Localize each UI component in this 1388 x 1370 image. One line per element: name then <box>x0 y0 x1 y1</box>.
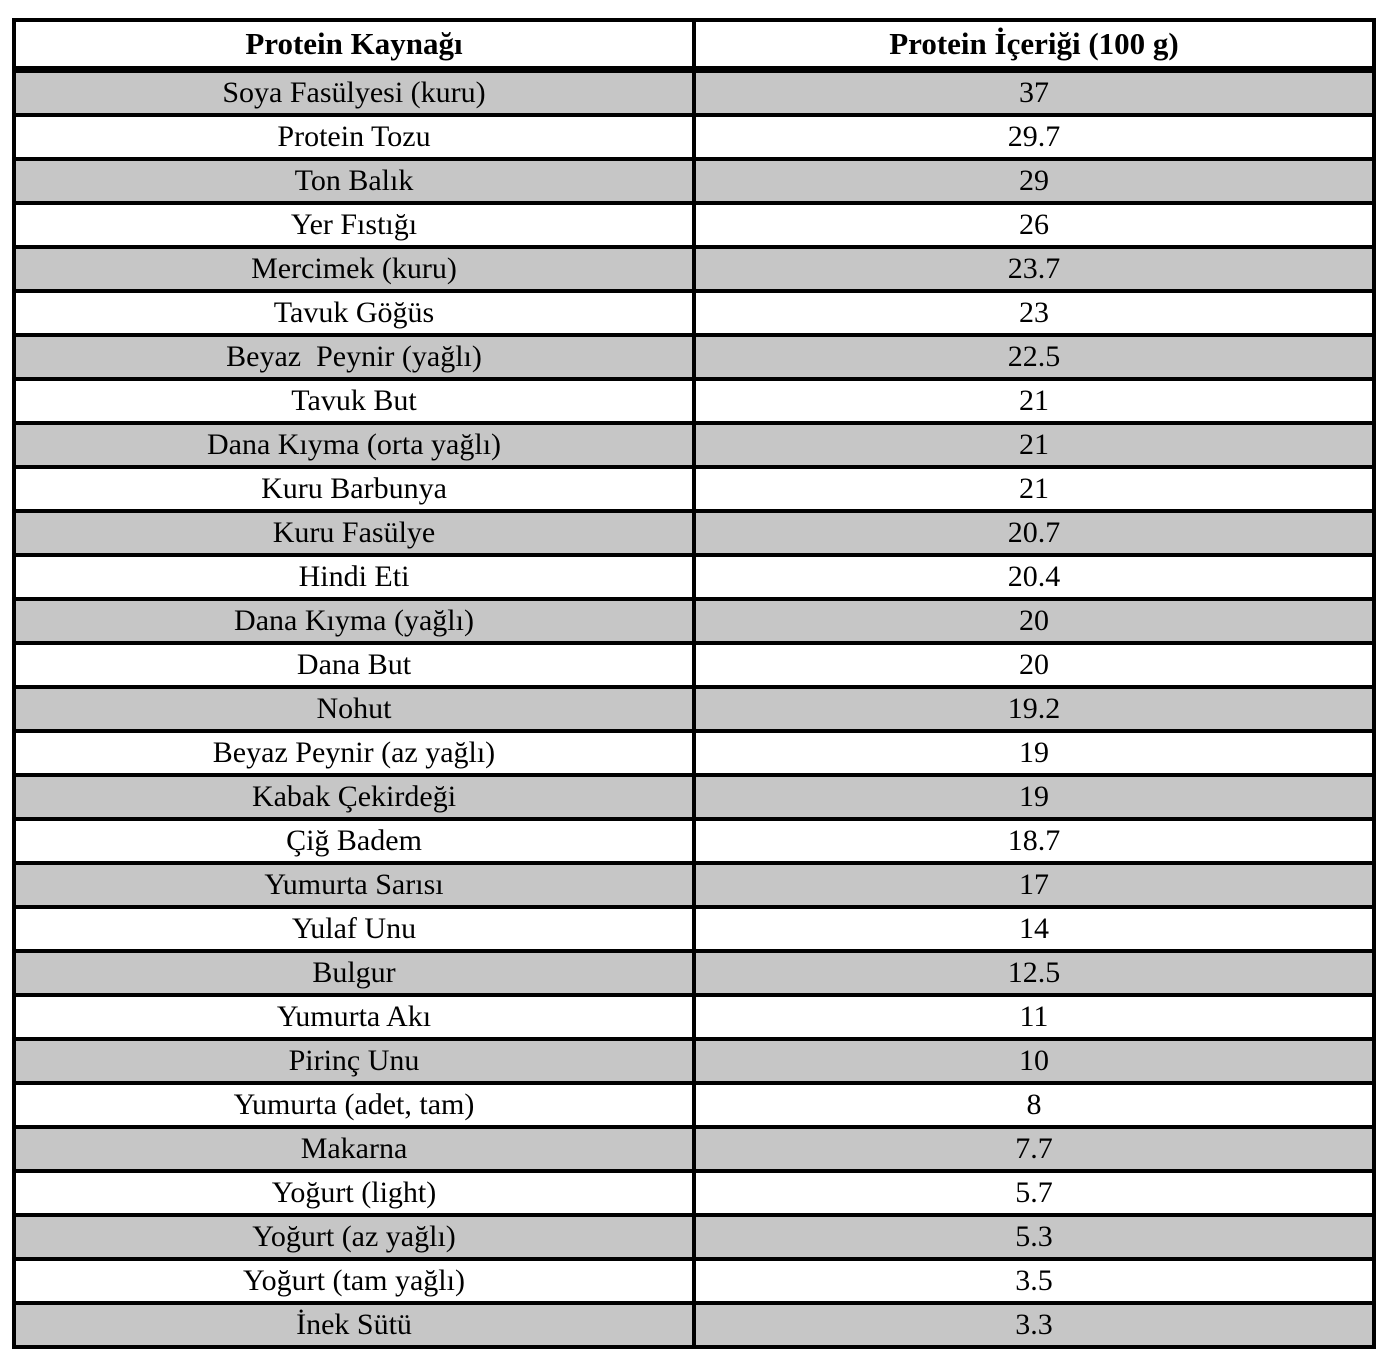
protein-content-cell: 23 <box>692 289 1376 337</box>
protein-content-cell: 23.7 <box>692 245 1376 293</box>
protein-content-cell: 21 <box>692 421 1376 469</box>
table-row: Yumurta (adet, tam) 8 <box>12 1081 1376 1129</box>
table-row: Yumurta Sarısı 17 <box>12 861 1376 909</box>
protein-content-cell: 12.5 <box>692 949 1376 997</box>
protein-source-cell: Kuru Fasülye <box>12 509 696 557</box>
protein-source-cell: Tavuk Göğüs <box>12 289 696 337</box>
table-row: İnek Sütü 3.3 <box>12 1301 1376 1349</box>
table-row: Soya Fasülyesi (kuru) 37 <box>12 67 1376 117</box>
table-row: Tavuk Göğüs 23 <box>12 289 1376 337</box>
protein-source-cell: Yulaf Unu <box>12 905 696 953</box>
protein-content-cell: 5.3 <box>692 1213 1376 1261</box>
protein-source-cell: Soya Fasülyesi (kuru) <box>12 67 696 117</box>
protein-source-cell: Yumurta Akı <box>12 993 696 1041</box>
protein-source-cell: Yoğurt (tam yağlı) <box>12 1257 696 1305</box>
protein-content-cell: 3.5 <box>692 1257 1376 1305</box>
protein-content-cell: 22.5 <box>692 333 1376 381</box>
protein-content-cell: 8 <box>692 1081 1376 1129</box>
protein-source-cell: Bulgur <box>12 949 696 997</box>
protein-source-cell: Yumurta (adet, tam) <box>12 1081 696 1129</box>
protein-source-cell: Yer Fıstığı <box>12 201 696 249</box>
table-header: Protein Kaynağı Protein İçeriği (100 g) <box>12 18 1376 73</box>
column-header-protein-source: Protein Kaynağı <box>12 18 696 73</box>
table-row: Çiğ Badem 18.7 <box>12 817 1376 865</box>
protein-content-cell: 10 <box>692 1037 1376 1085</box>
table-row: Yoğurt (tam yağlı) 3.5 <box>12 1257 1376 1305</box>
protein-content-cell: 20 <box>692 597 1376 645</box>
table-row: Tavuk But 21 <box>12 377 1376 425</box>
table-row: Dana Kıyma (yağlı) 20 <box>12 597 1376 645</box>
protein-source-cell: Ton Balık <box>12 157 696 205</box>
protein-source-cell: Dana Kıyma (orta yağlı) <box>12 421 696 469</box>
table-row: Beyaz Peynir (az yağlı) 19 <box>12 729 1376 777</box>
protein-source-cell: Hindi Eti <box>12 553 696 601</box>
protein-content-cell: 17 <box>692 861 1376 909</box>
protein-content-cell: 18.7 <box>692 817 1376 865</box>
table-row: Bulgur 12.5 <box>12 949 1376 997</box>
table-row: Yoğurt (az yağlı) 5.3 <box>12 1213 1376 1261</box>
protein-content-cell: 29 <box>692 157 1376 205</box>
table-row: Dana Kıyma (orta yağlı) 21 <box>12 421 1376 469</box>
protein-content-cell: 20.4 <box>692 553 1376 601</box>
protein-content-cell: 20.7 <box>692 509 1376 557</box>
protein-table: Protein Kaynağı Protein İçeriği (100 g) … <box>12 18 1376 1349</box>
table-row: Yumurta Akı 11 <box>12 993 1376 1041</box>
protein-source-cell: Makarna <box>12 1125 696 1173</box>
protein-source-cell: Dana But <box>12 641 696 689</box>
table-row: Ton Balık 29 <box>12 157 1376 205</box>
protein-content-cell: 14 <box>692 905 1376 953</box>
table-row: Kabak Çekirdeği 19 <box>12 773 1376 821</box>
protein-source-cell: Mercimek (kuru) <box>12 245 696 293</box>
protein-content-cell: 20 <box>692 641 1376 689</box>
table-row: Makarna 7.7 <box>12 1125 1376 1173</box>
protein-source-cell: Yoğurt (light) <box>12 1169 696 1217</box>
table-row: Kuru Fasülye 20.7 <box>12 509 1376 557</box>
column-header-protein-content: Protein İçeriği (100 g) <box>692 18 1376 73</box>
protein-content-cell: 7.7 <box>692 1125 1376 1173</box>
protein-source-cell: Beyaz Peynir (yağlı) <box>12 333 696 381</box>
protein-content-cell: 37 <box>692 67 1376 117</box>
protein-source-cell: Yoğurt (az yağlı) <box>12 1213 696 1261</box>
table-body: Soya Fasülyesi (kuru) 37 Protein Tozu 29.7 T… <box>12 67 1376 1349</box>
protein-source-cell: Tavuk But <box>12 377 696 425</box>
protein-source-cell: Protein Tozu <box>12 113 696 161</box>
protein-content-cell: 29.7 <box>692 113 1376 161</box>
table-row: Beyaz Peynir (yağlı) 22.5 <box>12 333 1376 381</box>
protein-source-cell: İnek Sütü <box>12 1301 696 1349</box>
table-row: Kuru Barbunya 21 <box>12 465 1376 513</box>
protein-content-cell: 19 <box>692 729 1376 777</box>
table-row: Pirinç Unu 10 <box>12 1037 1376 1085</box>
protein-content-cell: 11 <box>692 993 1376 1041</box>
protein-content-cell: 21 <box>692 377 1376 425</box>
table-row: Dana But 20 <box>12 641 1376 689</box>
table-row: Protein Tozu 29.7 <box>12 113 1376 161</box>
table-row: Nohut 19.2 <box>12 685 1376 733</box>
table-row: Mercimek (kuru) 23.7 <box>12 245 1376 293</box>
protein-source-cell: Pirinç Unu <box>12 1037 696 1085</box>
protein-content-cell: 19 <box>692 773 1376 821</box>
table-row: Yer Fıstığı 26 <box>12 201 1376 249</box>
table-row: Yoğurt (light) 5.7 <box>12 1169 1376 1217</box>
protein-source-cell: Beyaz Peynir (az yağlı) <box>12 729 696 777</box>
protein-source-cell: Nohut <box>12 685 696 733</box>
protein-source-cell: Kabak Çekirdeği <box>12 773 696 821</box>
header-row: Protein Kaynağı Protein İçeriği (100 g) <box>12 18 1376 73</box>
protein-content-cell: 5.7 <box>692 1169 1376 1217</box>
protein-content-cell: 26 <box>692 201 1376 249</box>
table-row: Yulaf Unu 14 <box>12 905 1376 953</box>
protein-content-cell: 19.2 <box>692 685 1376 733</box>
protein-source-cell: Yumurta Sarısı <box>12 861 696 909</box>
protein-source-cell: Çiğ Badem <box>12 817 696 865</box>
protein-source-cell: Dana Kıyma (yağlı) <box>12 597 696 645</box>
table-row: Hindi Eti 20.4 <box>12 553 1376 601</box>
protein-content-cell: 3.3 <box>692 1301 1376 1349</box>
protein-content-cell: 21 <box>692 465 1376 513</box>
protein-source-cell: Kuru Barbunya <box>12 465 696 513</box>
